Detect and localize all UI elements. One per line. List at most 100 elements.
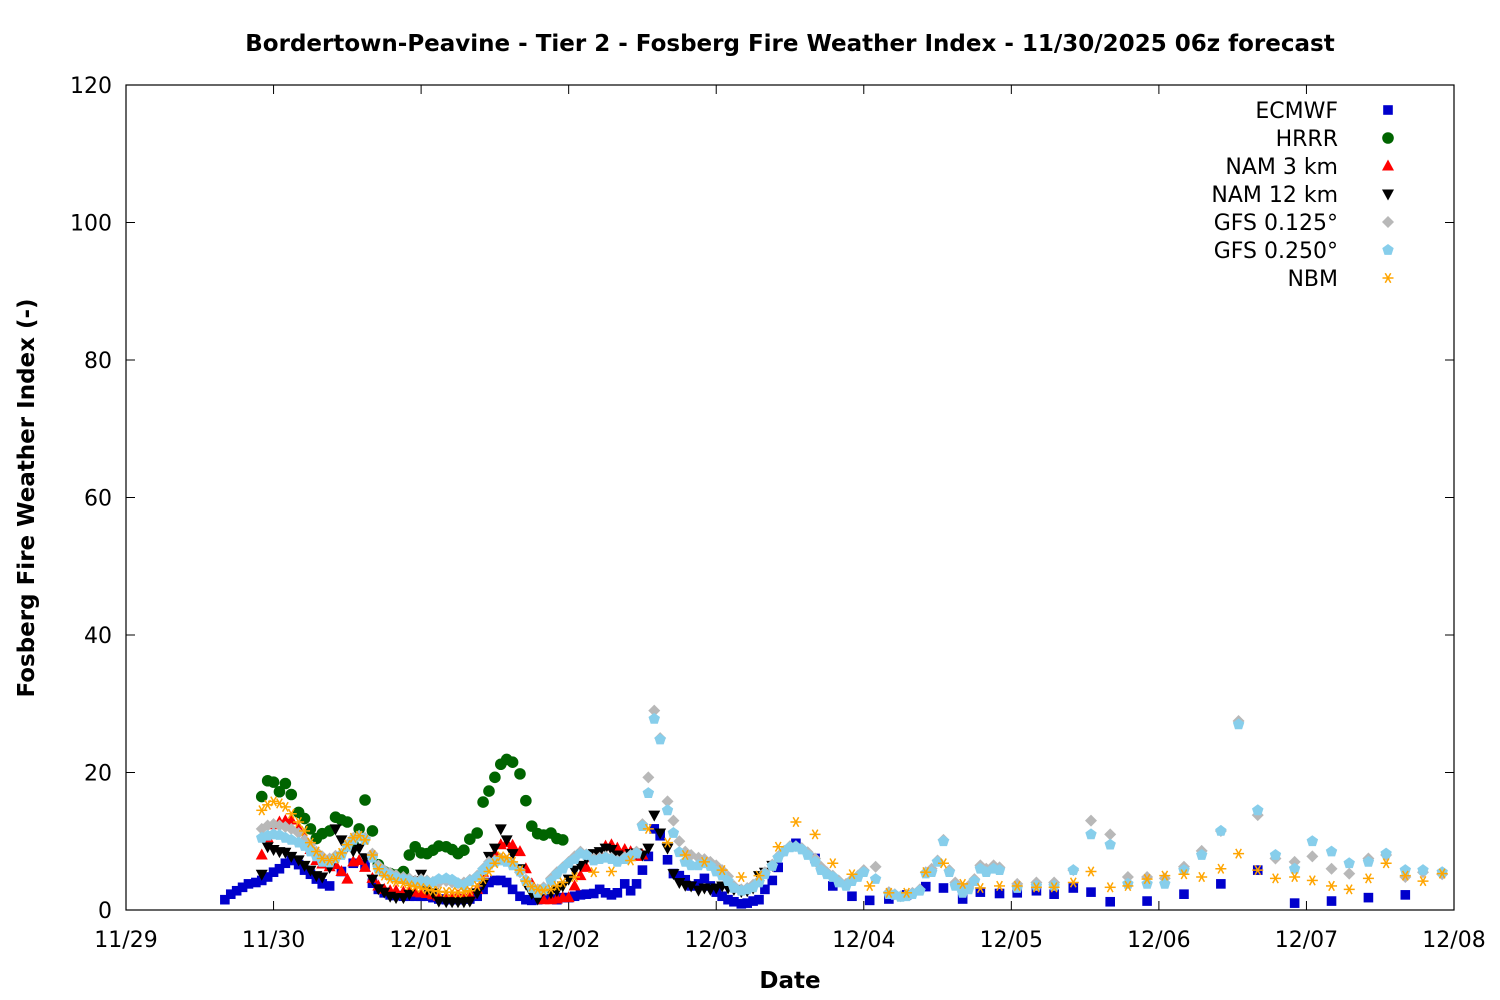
data-point xyxy=(716,864,728,876)
data-point xyxy=(415,882,427,894)
data-point xyxy=(1196,849,1208,860)
data-point xyxy=(649,824,660,834)
data-point xyxy=(397,893,410,905)
data-point xyxy=(316,872,329,884)
data-point xyxy=(1326,896,1337,906)
data-point xyxy=(1086,887,1096,897)
data-point xyxy=(304,837,316,848)
data-point xyxy=(515,891,525,902)
data-point xyxy=(667,869,680,881)
data-point xyxy=(329,824,342,836)
data-point xyxy=(612,888,623,898)
data-point xyxy=(520,875,532,887)
data-point xyxy=(458,886,470,898)
data-point xyxy=(268,796,280,807)
data-point xyxy=(256,805,268,816)
data-point xyxy=(642,823,654,835)
legend-marker xyxy=(1382,189,1394,201)
plot-frame xyxy=(125,84,1455,911)
data-point xyxy=(661,843,674,855)
data-point xyxy=(359,834,371,846)
data-point xyxy=(662,855,673,865)
data-point xyxy=(685,881,698,893)
data-point xyxy=(962,883,975,895)
data-point xyxy=(625,855,637,866)
data-point xyxy=(925,866,938,877)
data-point xyxy=(994,880,1006,892)
svg-text:Fosberg Fire Weather Index (-): Fosberg Fire Weather Index (-) xyxy=(14,298,40,697)
y-tick-label: 60 xyxy=(84,487,112,512)
data-point xyxy=(943,866,956,877)
data-point xyxy=(1232,718,1245,730)
data-point xyxy=(521,894,531,905)
data-point xyxy=(483,785,495,797)
data-point xyxy=(1288,855,1301,868)
data-point xyxy=(262,872,273,882)
data-point xyxy=(1104,882,1116,893)
data-point xyxy=(957,878,969,890)
data-point xyxy=(1252,804,1264,816)
data-point xyxy=(588,888,599,899)
data-point xyxy=(372,863,384,874)
data-point xyxy=(1215,824,1227,836)
data-point xyxy=(729,896,739,907)
data-point xyxy=(605,866,617,877)
data-point xyxy=(1216,879,1226,889)
data-point xyxy=(673,835,686,848)
data-point xyxy=(293,816,305,828)
legend-marker xyxy=(1382,272,1394,284)
data-point xyxy=(654,828,667,840)
x-tick-label: 12/04 xyxy=(832,928,895,953)
data-point xyxy=(403,880,415,891)
legend-label: NAM 12 km xyxy=(1211,183,1338,208)
data-point xyxy=(648,712,660,724)
data-point xyxy=(421,884,433,895)
data-point xyxy=(477,796,489,808)
data-point xyxy=(937,858,949,869)
y-axis-label: Fosberg Fire Weather Index (-) xyxy=(14,298,40,697)
data-point xyxy=(225,889,236,899)
data-point xyxy=(957,894,968,904)
data-point xyxy=(285,788,298,801)
data-point xyxy=(1141,871,1154,883)
data-point xyxy=(403,889,416,901)
data-point xyxy=(556,881,569,893)
data-point xyxy=(580,860,593,872)
legend-marker xyxy=(1382,159,1394,171)
data-point xyxy=(1325,862,1338,875)
data-point xyxy=(335,835,348,847)
data-point xyxy=(662,837,674,848)
data-point xyxy=(1269,873,1281,884)
data-point xyxy=(506,838,519,850)
data-point xyxy=(237,882,248,893)
data-point xyxy=(588,867,600,878)
data-point xyxy=(1049,889,1059,899)
data-point xyxy=(1362,873,1374,884)
data-point xyxy=(846,869,858,880)
data-point xyxy=(648,704,661,717)
y-tick-label: 0 xyxy=(98,899,112,924)
x-tick-label: 11/30 xyxy=(242,928,305,953)
data-point xyxy=(642,787,655,798)
data-point xyxy=(1011,880,1023,892)
data-point xyxy=(864,895,875,906)
data-point xyxy=(341,816,354,828)
data-point xyxy=(1141,873,1153,885)
data-point xyxy=(809,829,821,840)
data-point xyxy=(685,859,697,871)
data-point xyxy=(335,847,347,859)
data-point xyxy=(1363,892,1374,903)
data-point xyxy=(403,849,416,861)
legend-marker xyxy=(1382,216,1394,228)
data-point xyxy=(562,891,575,903)
data-point xyxy=(372,884,385,896)
data-point xyxy=(630,847,643,859)
legend: ECMWF HRRR NAM 3 km NAM 12 km GFS 0.125° GFS … xyxy=(1211,99,1394,292)
data-point xyxy=(366,849,378,861)
data-point xyxy=(759,868,771,880)
data-point xyxy=(280,858,291,869)
data-point xyxy=(304,823,317,835)
data-point xyxy=(285,808,297,819)
data-point xyxy=(637,865,648,875)
